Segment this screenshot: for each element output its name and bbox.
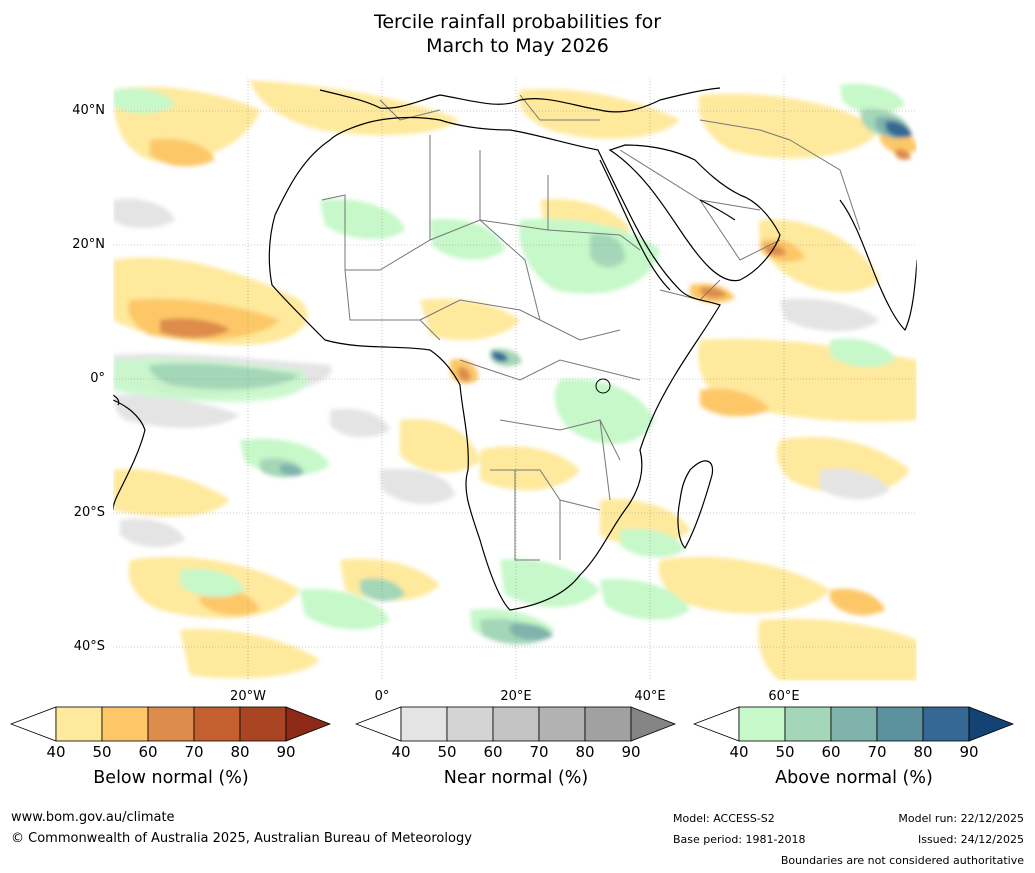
colorbar-segment-low-extend <box>693 706 740 742</box>
colorbar-label-above: Above normal (%) <box>775 768 933 788</box>
colorbar-above-normal <box>693 706 1015 742</box>
colorbar-segment-1 <box>55 706 103 742</box>
footer-copyright: © Commonwealth of Australia 2025, Austra… <box>11 831 472 846</box>
colorbar-tick-label: 70 <box>184 743 204 761</box>
colorbar-tick-label: 70 <box>867 743 887 761</box>
footer-model: Model: ACCESS-S2 <box>673 812 775 825</box>
colorbar-segment-high-extend <box>285 706 332 742</box>
country-borders <box>321 94 861 561</box>
colorbar-segment-5 <box>239 706 287 742</box>
colorbar-segment-4 <box>193 706 241 742</box>
lon-label-20e: 20°E <box>500 689 532 704</box>
colorbar-segment-4 <box>538 706 586 742</box>
lat-label-0: 0° <box>90 371 105 386</box>
colorbar-segment-4 <box>876 706 924 742</box>
lat-label-20s: 20°S <box>73 505 105 520</box>
colorbar-label-below: Below normal (%) <box>93 768 249 788</box>
colorbar-tick-label: 70 <box>529 743 549 761</box>
map-frame <box>112 77 918 682</box>
colorbar-segment-1 <box>400 706 448 742</box>
colorbar-tick-label: 90 <box>959 743 979 761</box>
colorbar-tick-label: 60 <box>483 743 503 761</box>
colorbar-segment-2 <box>784 706 832 742</box>
footer-base-period: Base period: 1981-2018 <box>673 833 806 846</box>
colorbar-segment-2 <box>101 706 149 742</box>
colorbar-tick-label: 90 <box>276 743 296 761</box>
colorbar-tick-label: 50 <box>775 743 795 761</box>
colorbar-segment-low-extend <box>355 706 402 742</box>
colorbar-segment-high-extend <box>968 706 1015 742</box>
lat-label-20n: 20°N <box>72 237 105 252</box>
colorbar-tick-label: 40 <box>46 743 66 761</box>
colorbar-segment-5 <box>922 706 970 742</box>
coastlines <box>113 87 917 611</box>
colorbar-tick-label: 40 <box>391 743 411 761</box>
lon-label-40e: 40°E <box>634 689 666 704</box>
chart-title-line2: March to May 2026 <box>426 35 609 57</box>
colorbar-segment-2 <box>446 706 494 742</box>
footer-issued: Issued: 24/12/2025 <box>917 833 1024 846</box>
colorbar-tick-label: 80 <box>913 743 933 761</box>
colorbar-segment-high-extend <box>630 706 677 742</box>
colorbar-tick-label: 80 <box>230 743 250 761</box>
above-normal-80-patches <box>492 121 912 362</box>
map-area <box>113 78 917 681</box>
colorbar-segment-3 <box>147 706 195 742</box>
colorbar-tick-label: 40 <box>729 743 749 761</box>
footer-model-run: Model run: 22/12/2025 <box>898 812 1024 825</box>
lake-victoria <box>595 378 611 394</box>
colorbar-segment-3 <box>830 706 878 742</box>
colorbar-segment-5 <box>584 706 632 742</box>
colorbar-near-normal <box>355 706 677 742</box>
colorbar-tick-label: 90 <box>621 743 641 761</box>
probability-shading <box>113 80 917 681</box>
colorbar-below-normal <box>10 706 332 742</box>
footer-url[interactable]: www.bom.gov.au/climate <box>11 810 175 825</box>
footer-disclaimer: Boundaries are not considered authoritat… <box>780 854 1024 867</box>
colorbar-segment-low-extend <box>10 706 57 742</box>
lon-label-60e: 60°E <box>768 689 800 704</box>
colorbar-segment-3 <box>492 706 540 742</box>
colorbar-tick-label: 60 <box>138 743 158 761</box>
colorbar-tick-label: 50 <box>437 743 457 761</box>
lon-label-20w: 20°W <box>230 689 266 704</box>
lat-label-40n: 40°N <box>72 103 105 118</box>
colorbar-tick-label: 60 <box>821 743 841 761</box>
chart-title-line1: Tercile rainfall probabilities for <box>373 11 662 33</box>
lon-label-0: 0° <box>374 689 390 704</box>
colorbar-tick-label: 50 <box>92 743 112 761</box>
colorbar-label-near: Near normal (%) <box>443 768 589 788</box>
lat-label-40s: 40°S <box>73 639 105 654</box>
colorbar-segment-1 <box>738 706 786 742</box>
colorbar-tick-label: 80 <box>575 743 595 761</box>
